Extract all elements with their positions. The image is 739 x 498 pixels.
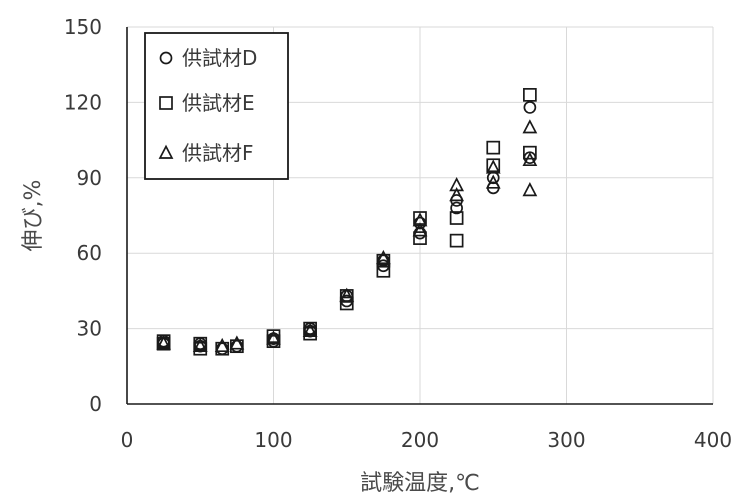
data-point-triangle (339, 287, 355, 302)
data-point-square (215, 341, 230, 356)
data-point-square (486, 140, 501, 155)
x-tick-label: 100 (254, 428, 292, 452)
legend-label-d: 供試材D (182, 46, 257, 70)
data-point-square (486, 158, 501, 173)
y-tick-label: 150 (64, 15, 102, 39)
legend-marker-square (159, 96, 173, 110)
data-point-triangle (522, 151, 538, 167)
data-point-triangle (214, 337, 230, 353)
data-point-square (449, 233, 464, 248)
data-point-circle (450, 201, 463, 215)
data-point-square (193, 336, 208, 351)
data-point-triangle (156, 335, 172, 350)
y-tick-label: 60 (77, 241, 102, 265)
y-tick-label: 90 (77, 166, 102, 190)
x-tick-label: 400 (694, 428, 732, 452)
data-point-triangle (449, 187, 465, 202)
data-point-square (230, 339, 244, 354)
data-point-square (376, 263, 391, 278)
legend-symbol-triangle (158, 144, 174, 159)
data-point-square (449, 211, 464, 225)
data-point-square (376, 253, 391, 268)
data-point-square (303, 321, 317, 336)
x-tick-label: 300 (547, 428, 585, 452)
data-point-triangle (192, 337, 208, 353)
legend-label-f: 供試材F (182, 141, 254, 165)
legend: 供試材D 供試材E 供試材F (144, 32, 289, 180)
data-points (156, 88, 538, 356)
legend-symbol-circle (159, 51, 173, 65)
y-tick-label: 120 (64, 90, 102, 114)
tick-labels: 0 100 200 300 400 0 30 60 90 120 150 (64, 15, 732, 452)
data-point-triangle (522, 182, 538, 197)
data-point-triangle (302, 322, 318, 337)
legend-label-e: 供試材E (182, 91, 255, 115)
x-tick-label: 200 (401, 428, 439, 452)
legend-entry-f: 供試材F (158, 141, 254, 165)
data-point-square (523, 145, 537, 160)
data-point-triangle (412, 222, 428, 237)
data-point-triangle (266, 330, 281, 345)
legend-entry-d: 供試材D (159, 46, 257, 70)
data-point-circle (523, 101, 537, 114)
axes (126, 27, 713, 405)
data-point-square (523, 88, 537, 102)
y-axis-title: 伸び,% (21, 180, 46, 252)
data-point-square (156, 334, 171, 349)
data-point-square (339, 296, 354, 311)
legend-marker-triangle (158, 144, 174, 159)
x-tick-label: 0 (121, 428, 134, 452)
legend-box (144, 32, 289, 180)
legend-symbol-square (159, 96, 173, 110)
data-point-triangle (485, 159, 501, 174)
data-point-triangle (485, 174, 501, 189)
data-point-triangle (229, 335, 245, 350)
data-point-triangle (375, 249, 391, 265)
y-tick-label: 0 (89, 392, 102, 416)
x-axis-title: 試験温度,℃ (360, 471, 480, 496)
data-point-square (413, 231, 427, 245)
legend-entry-e: 供試材E (159, 91, 255, 115)
data-point-square (266, 329, 281, 343)
legend-marker-circle (159, 51, 173, 65)
data-point-triangle (522, 119, 538, 134)
y-tick-label: 30 (77, 317, 102, 341)
